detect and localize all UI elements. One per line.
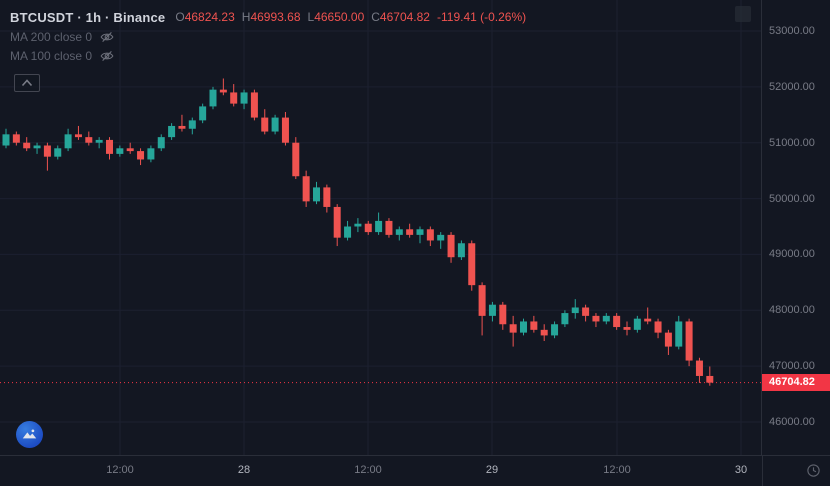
ohlc-high-value: 46993.68: [250, 10, 301, 24]
time-axis-label: 30: [734, 464, 748, 476]
symbol-title[interactable]: BTCUSDT · 1h · Binance: [10, 9, 166, 25]
timezone-clock-button[interactable]: [805, 463, 821, 479]
time-axis-label: 12:00: [603, 464, 631, 476]
tradingview-logo[interactable]: [16, 421, 43, 448]
eye-hidden-icon[interactable]: [100, 30, 114, 44]
ohlc-open-label: O: [175, 10, 185, 24]
indicator-ma200-label: MA 200 close 0: [10, 29, 93, 44]
price-change: -119.41 (-0.26%): [436, 10, 527, 24]
price-axis[interactable]: 46704.82 53000.00 52000.00 51000.00 50000.0…: [761, 0, 830, 455]
time-axis-label: 29: [485, 464, 499, 476]
clock-icon: [806, 464, 820, 477]
legend-collapse-button[interactable]: [14, 74, 40, 92]
price-axis-label: 53000.00: [769, 25, 815, 37]
price-axis-label: 48000.00: [769, 304, 815, 317]
price-axis-label: 47000.00: [769, 360, 815, 373]
ohlc-open-value: 46824.23: [184, 10, 235, 24]
indicator-ma100-label: MA 100 close 0: [10, 48, 93, 63]
price-axis-label: 51000.00: [769, 136, 815, 149]
ohlc-low-label: L: [307, 10, 315, 24]
price-axis-label: 50000.00: [769, 192, 815, 205]
price-axis-label: 46000.00: [769, 416, 815, 428]
ohlc-values: O46824.23 H46993.68 L46650.00 C46704.82 …: [175, 10, 526, 24]
ohlc-high-label: H: [241, 10, 251, 24]
price-axis-label: 52000.00: [769, 80, 815, 93]
price-axis-label: 49000.00: [769, 248, 815, 261]
axis-corner: [762, 455, 830, 486]
time-axis[interactable]: 12:00 28 12:00 29 12:00 30: [0, 455, 762, 486]
pane-menu-button[interactable]: [735, 6, 751, 22]
symbol-row: BTCUSDT · 1h · Binance O46824.23 H46993.…: [10, 7, 526, 27]
legend: BTCUSDT · 1h · Binance O46824.23 H46993.…: [10, 7, 526, 92]
chevron-up-icon: [21, 79, 33, 87]
indicator-ma100[interactable]: MA 100 close 0: [10, 46, 526, 65]
ohlc-close-label: C: [371, 10, 380, 24]
eye-hidden-icon[interactable]: [100, 49, 114, 63]
candlestick-chart[interactable]: [0, 0, 762, 455]
mountains-icon: [22, 429, 37, 439]
time-axis-label: 28: [237, 464, 251, 476]
indicator-ma200[interactable]: MA 200 close 0: [10, 27, 526, 46]
chart-pane[interactable]: [0, 0, 762, 455]
time-axis-label: 12:00: [106, 464, 134, 476]
current-price-tag: 46704.82: [762, 374, 830, 392]
ohlc-close-value: 46704.82: [379, 10, 430, 24]
time-axis-label: 12:00: [354, 464, 382, 476]
ohlc-low-value: 46650.00: [314, 10, 365, 24]
